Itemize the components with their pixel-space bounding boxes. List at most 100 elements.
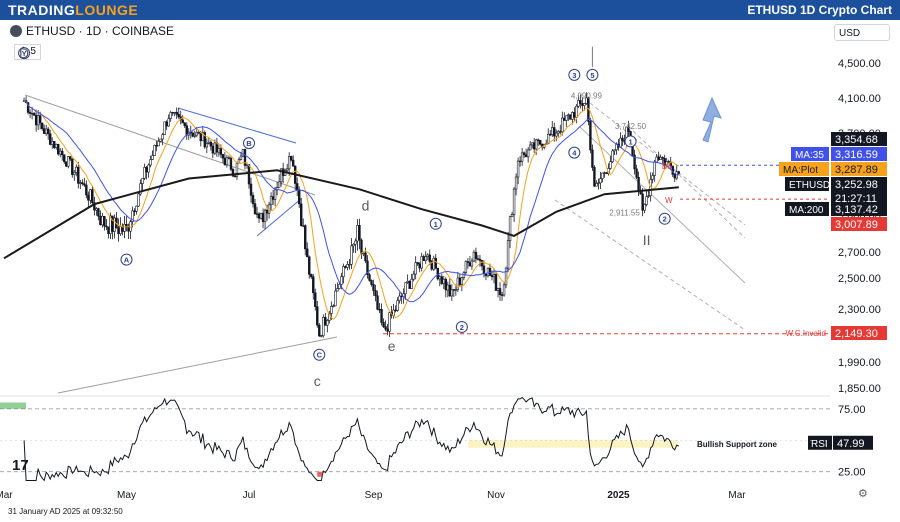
candle-body bbox=[75, 166, 78, 173]
candle-body bbox=[394, 309, 397, 312]
candle-body bbox=[621, 137, 624, 141]
price-tick-label: 2,300.00 bbox=[838, 304, 881, 316]
candle-body bbox=[183, 122, 186, 127]
candle-body bbox=[396, 300, 399, 311]
price-label-value: 3,252.98 bbox=[835, 179, 878, 191]
wave-marker: 2 bbox=[658, 212, 671, 225]
candle-body bbox=[167, 118, 170, 127]
price-label-value: 3,287.89 bbox=[835, 164, 878, 176]
candle-body bbox=[364, 252, 367, 262]
candle-body bbox=[50, 141, 54, 145]
price-tick-label: 2,700.00 bbox=[838, 247, 881, 259]
candle-body bbox=[83, 183, 86, 186]
wave-marker-circle bbox=[455, 320, 468, 333]
candle-body bbox=[408, 280, 411, 289]
candle-body bbox=[199, 132, 203, 142]
price-tick-label: 4,500.00 bbox=[838, 58, 881, 70]
candle-layer bbox=[22, 92, 680, 338]
rsi-overbought-fill bbox=[0, 402, 26, 409]
candle-body bbox=[77, 166, 80, 184]
candle-body bbox=[404, 282, 407, 295]
candle-body bbox=[40, 122, 44, 130]
price-tick-label: 4,100.00 bbox=[838, 93, 881, 105]
price-label: 2,149.30 W.C.Invalid bbox=[786, 326, 887, 340]
price-label-value: 3,007.89 bbox=[835, 219, 878, 231]
settings-gear-icon[interactable]: ⚙ bbox=[858, 488, 868, 500]
candle-body bbox=[326, 320, 329, 326]
candle-body bbox=[269, 196, 273, 206]
wave-marker-circle bbox=[658, 212, 671, 225]
candle-body bbox=[159, 138, 162, 142]
candle-body bbox=[95, 208, 98, 211]
candle-body bbox=[285, 168, 289, 171]
price-label-value: 3,316.59 bbox=[835, 149, 878, 161]
candle-body bbox=[619, 137, 622, 148]
candle-body bbox=[34, 115, 38, 126]
candle-body bbox=[113, 217, 116, 232]
candle-body bbox=[460, 277, 464, 285]
candle-body bbox=[591, 149, 594, 168]
candle-body bbox=[551, 127, 554, 135]
candle-body bbox=[119, 225, 122, 234]
candle-body bbox=[316, 306, 319, 326]
candle-body bbox=[508, 216, 512, 242]
candle-body bbox=[609, 161, 612, 169]
price-label-bg bbox=[831, 217, 887, 231]
candle-body bbox=[498, 288, 502, 296]
price-label-bg bbox=[831, 132, 887, 146]
candle-body bbox=[101, 216, 104, 226]
candle-body bbox=[378, 309, 381, 311]
wave-marker: C bbox=[313, 348, 326, 361]
candle-body bbox=[547, 133, 550, 145]
rsi-tick-label: 75.00 bbox=[838, 404, 866, 416]
candle-body bbox=[557, 131, 560, 134]
candle-body bbox=[157, 141, 160, 147]
candle-body bbox=[434, 257, 437, 269]
candle-body bbox=[271, 196, 275, 200]
candle-body bbox=[613, 149, 616, 152]
channel-line-3 bbox=[579, 126, 746, 284]
annotation-layer: Y A B C 1 2 3 4 5 1 2 4,090.99 3,742.50 2,911.55 d e c D I… bbox=[18, 45, 722, 389]
candle-body bbox=[197, 132, 200, 134]
candle-body bbox=[372, 284, 375, 291]
price-label-name: MA:35 bbox=[795, 150, 824, 161]
price-label-tag-bg bbox=[785, 202, 829, 216]
currency-select[interactable]: USD bbox=[834, 24, 890, 41]
rsi-current-label: RSI 47.99 bbox=[808, 435, 873, 450]
candle-body bbox=[135, 205, 138, 212]
candle-body bbox=[635, 168, 638, 178]
candle-body bbox=[504, 267, 508, 286]
candle-body bbox=[376, 295, 379, 310]
candle-body bbox=[549, 133, 552, 136]
candle-body bbox=[605, 172, 608, 174]
rsi-support-zone bbox=[467, 440, 677, 448]
candle-body bbox=[253, 203, 257, 215]
candle-body bbox=[486, 267, 490, 277]
candle-body bbox=[193, 134, 196, 137]
ma-layer bbox=[3, 100, 680, 320]
symbol-info[interactable]: ETHUSD · 1D · COINBASE bbox=[10, 24, 174, 38]
candle-body bbox=[480, 260, 484, 267]
candle-body bbox=[338, 284, 341, 289]
candle-body bbox=[171, 112, 174, 114]
candle-body bbox=[273, 189, 277, 200]
candle-body bbox=[655, 156, 658, 163]
candle-body bbox=[597, 182, 600, 184]
ma35-line bbox=[23, 100, 679, 303]
candle-body bbox=[340, 276, 343, 285]
channel-line-4 bbox=[554, 199, 746, 331]
candle-body bbox=[579, 100, 582, 104]
candle-body bbox=[330, 306, 333, 314]
rsi-oversold-fill bbox=[317, 471, 323, 477]
candle-body bbox=[97, 208, 100, 217]
candle-body bbox=[412, 273, 415, 280]
candle-body bbox=[637, 176, 640, 192]
candle-body bbox=[336, 288, 339, 292]
symbol-label: ETHUSD · 1D · COINBASE bbox=[26, 24, 175, 38]
candle-body bbox=[520, 152, 524, 162]
candle-body bbox=[528, 144, 532, 151]
candle-body bbox=[468, 262, 472, 267]
annotation-label: 3,742.50 bbox=[615, 122, 647, 131]
candle-body bbox=[577, 100, 580, 107]
